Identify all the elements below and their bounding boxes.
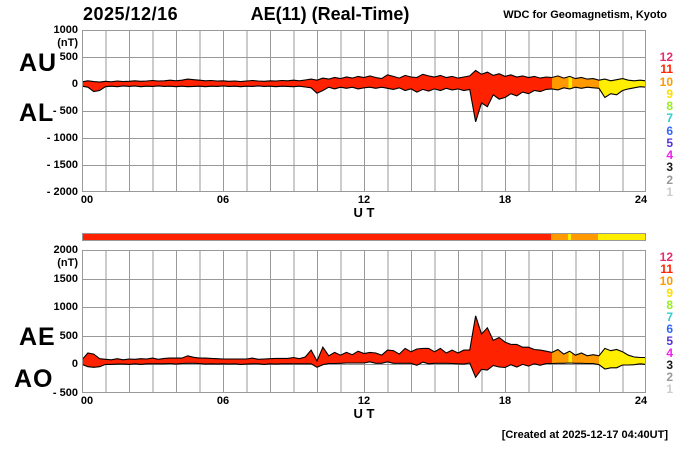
y-tick-label: 1000 [53,24,78,36]
station-count-12: 12 [659,50,673,64]
au-series-label: AU [19,49,58,77]
gridlines [82,30,646,192]
ao-series-label: AO [14,365,54,393]
y-tick-label: - 2000 [46,186,78,198]
y-tick-label: 0 [71,358,78,371]
station-count-6: 6 [666,123,673,138]
index-area-au [552,75,569,90]
station-count-9: 9 [666,86,673,101]
org-credit: WDC for Geomagnetism, Kyoto [503,9,667,21]
station-count-1: 1 [666,184,673,199]
gridlines [82,250,646,393]
station-count-8: 8 [666,99,673,114]
station-count-6: 6 [666,322,673,336]
index-area-ae [571,352,600,365]
x-tick-label: 00 [80,395,94,407]
y-tick-label: 500 [59,329,78,342]
index-area-ae [568,351,572,364]
created-timestamp: [Created at 2025-12-17 04:40UT] [501,429,668,441]
x-tick-label: 18 [498,395,512,407]
y-axis-unit: (nT) [57,257,78,269]
x-tick-label: 24 [634,395,648,407]
station-count-3: 3 [666,160,673,175]
station-count-3: 3 [666,358,673,372]
station-count-5: 5 [666,135,673,150]
y-tick-label: - 500 [52,387,78,399]
station-count-bar [82,233,646,241]
y-tick-label: 2000 [53,244,78,256]
index-area-ae [82,315,552,378]
station-count-2: 2 [666,370,673,384]
ae-ao-chart [82,250,646,393]
x-tick-label: 12 [357,194,371,206]
index-area-ae [599,348,646,369]
station-count-9: 9 [666,286,673,300]
station-count-4: 4 [666,346,673,360]
x-tick-label: 00 [80,194,94,206]
station-count-7: 7 [666,111,673,126]
station-count-bar-segment [567,234,572,240]
x-tick-label: 18 [498,194,512,206]
y-tick-label: 500 [59,51,78,63]
y-axis-unit: (nT) [57,37,78,49]
y-tick-label: 1500 [53,272,78,285]
y-tick-label: - 1500 [46,159,78,171]
station-count-2: 2 [666,172,673,187]
y-tick-label: - 500 [52,105,78,117]
page-title: AE(11) (Real-Time) [250,4,410,24]
index-area-au [571,77,600,89]
station-count-7: 7 [666,310,673,324]
ae-series-label: AE [19,323,56,351]
index-area-au [568,76,572,89]
station-count-1: 1 [666,382,673,396]
station-count-4: 4 [666,148,673,163]
x-tick-label: 24 [634,194,648,206]
index-area-ae [552,349,569,364]
y-tick-label: 0 [71,78,78,90]
au-al-chart [82,30,646,192]
station-count-bar-segment [551,234,568,240]
station-count-11: 11 [660,262,673,276]
index-area-au [599,78,646,98]
plot-date: 2025/12/16 [83,4,179,24]
station-count-bar-segment [598,234,645,240]
station-count-12: 12 [659,250,673,264]
ut-axis-label-top: U T [353,205,375,220]
station-count-10: 10 [659,74,673,89]
al-series-label: AL [19,99,55,127]
station-count-11: 11 [660,62,673,77]
index-area-au [82,70,552,122]
station-count-8: 8 [666,298,673,312]
station-count-10: 10 [659,274,673,288]
station-count-bar-segment [83,234,552,240]
ut-axis-label-bottom: U T [353,406,375,421]
y-tick-label: 1000 [53,301,78,314]
station-count-5: 5 [666,334,673,348]
station-count-bar-segment [571,234,599,240]
x-tick-label: 12 [357,395,371,407]
x-tick-label: 06 [216,194,230,206]
x-tick-label: 06 [216,395,230,407]
y-tick-label: - 1000 [46,132,78,144]
